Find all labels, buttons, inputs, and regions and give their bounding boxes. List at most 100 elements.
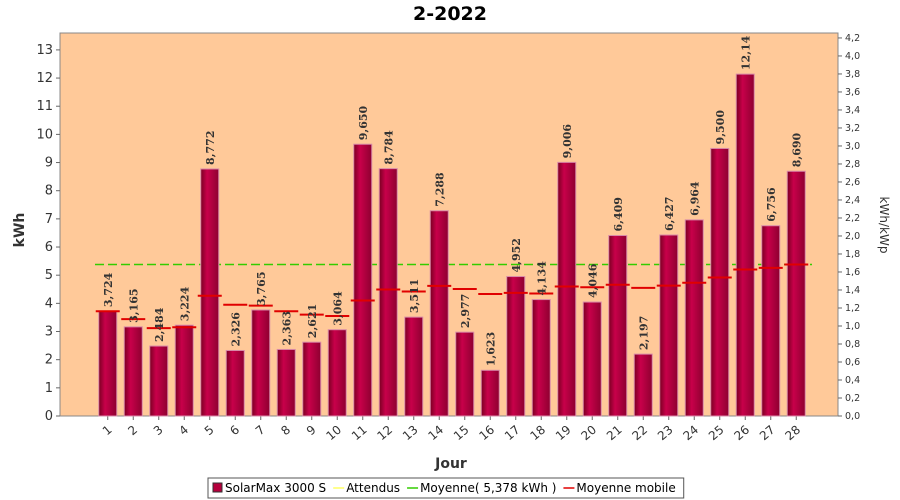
bar [786,170,806,417]
value-label: 6,409 [612,197,625,231]
value-label: 2,326 [229,312,242,347]
bar [98,310,118,417]
value-label: 2,363 [280,311,293,345]
value-label: 8,772 [204,131,217,165]
y-tick-label: 5 [45,268,53,283]
bar [123,326,143,417]
value-label: 6,427 [663,197,676,231]
y2-tick-label: 4,2 [845,33,860,44]
bar [149,345,169,417]
bar [761,225,781,417]
value-label: 12,14 [739,35,752,70]
bar [302,341,322,417]
y2-tick-label: 0,6 [845,357,860,368]
x-tick-label: 11 [349,423,370,444]
y-tick-label: 6 [45,240,53,255]
x-axis-title: Jour [434,456,467,472]
y2-tick-label: 3,4 [845,105,860,116]
value-label: 4,952 [510,238,523,272]
legend-swatch [212,482,223,493]
y2-tick-label: 3,6 [845,87,860,98]
y2-tick-label: 3,2 [845,123,860,134]
y-tick-label: 7 [45,212,53,227]
y-axis-title: kWh [12,213,28,248]
bar [735,73,755,417]
legend-label: Attendus [346,481,400,495]
x-tick-label: 12 [374,423,395,444]
x-tick-label: 1 [100,423,115,439]
y2-tick-label: 0,8 [845,339,860,350]
legend-label: Moyenne mobile [576,481,675,495]
legend-label: SolarMax 3000 S [225,481,326,495]
value-label: 3,064 [331,291,344,326]
y2-tick-label: 2,0 [845,231,860,242]
bar [633,353,653,417]
value-label: 3,765 [255,272,268,306]
y2-tick-label: 1,8 [845,249,860,260]
x-tick-label: 16 [476,423,497,444]
x-tick-label: 3 [151,423,166,439]
y2-tick-label: 1,4 [845,285,860,296]
value-label: 8,784 [382,130,395,165]
bar [455,331,475,417]
y2-tick-label: 2,2 [845,213,860,224]
bar [200,168,220,417]
y-tick-label: 0 [45,409,53,424]
y-tick-label: 2 [45,353,53,368]
bar [582,301,602,417]
x-tick-label: 6 [227,423,242,439]
x-tick-label: 23 [655,423,676,444]
x-tick-label: 27 [757,423,778,444]
value-label: 2,484 [153,307,166,342]
value-label: 4,046 [586,263,599,298]
x-tick-label: 21 [604,423,625,444]
x-tick-label: 8 [278,423,293,439]
bar [480,369,500,417]
y2-axis-title: kWh/kWp [877,197,891,254]
bar [174,324,194,417]
x-tick-label: 17 [502,423,523,444]
y2-tick-label: 1,0 [845,321,860,332]
y2-tick-label: 0,2 [845,393,860,404]
x-tick-label: 25 [706,423,727,444]
value-label: 2,977 [459,294,472,328]
legend-label: Moyenne( 5,378 kWh ) [420,481,556,495]
bar [684,219,704,417]
y2-tick-label: 1,2 [845,303,860,314]
x-tick-label: 24 [680,423,701,444]
y2-tick-label: 3,0 [845,141,860,152]
y2-tick-label: 2,6 [845,177,860,188]
value-label: 2,621 [306,304,319,338]
value-label: 7,288 [433,172,446,207]
bar [276,348,296,417]
bar [251,309,271,417]
value-label: 1,623 [484,332,497,366]
value-label: 9,006 [561,124,574,159]
y2-tick-label: 2,4 [845,195,860,206]
value-label: 3,165 [127,288,140,322]
y-tick-label: 10 [36,127,53,142]
chart-title: 2-2022 [413,3,487,25]
y-tick-label: 9 [45,156,53,171]
value-label: 2,197 [637,316,650,350]
bar [404,316,424,417]
y2-tick-label: 0,4 [845,375,860,386]
value-label: 9,650 [357,105,370,140]
bar [225,349,245,417]
x-tick-label: 4 [176,423,191,439]
bar [710,147,730,417]
y-tick-label: 4 [45,296,53,311]
x-tick-label: 28 [782,423,803,444]
value-label: 6,756 [765,187,778,222]
bar [531,299,551,417]
bar [353,143,373,417]
bar [327,329,347,417]
y-tick-label: 11 [36,99,53,114]
value-label: 3,724 [102,272,115,307]
value-label: 8,690 [790,132,803,167]
y2-tick-label: 3,8 [845,69,860,80]
x-tick-label: 9 [304,423,319,439]
x-tick-label: 18 [527,423,548,444]
y-tick-label: 3 [45,325,53,340]
